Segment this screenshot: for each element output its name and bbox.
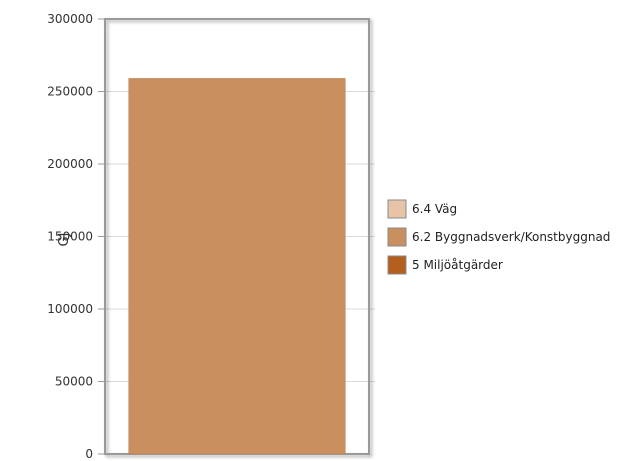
legend-label: 6.2 Byggnadsverk/Konstbyggnad — [412, 230, 610, 244]
legend-label: 5 Miljöåtgärder — [412, 258, 503, 272]
y-tick-label: 0 — [85, 447, 93, 461]
legend: 6.4 Väg 6.2 Byggnadsverk/Konstbyggnad 5 Mi… — [387, 199, 610, 275]
y-tick-label: 150000 — [47, 230, 93, 244]
y-tick-label: 100000 — [47, 302, 93, 316]
legend-label: 6.4 Väg — [412, 202, 457, 216]
y-axis-label: GJ — [57, 233, 72, 247]
legend-swatch — [387, 227, 407, 247]
bar-segment — [128, 78, 346, 455]
legend-swatch — [387, 199, 407, 219]
bars — [128, 78, 346, 455]
y-tick-label: 300000 — [47, 12, 93, 26]
y-tick-label: 250000 — [47, 85, 93, 99]
legend-swatch — [387, 255, 407, 275]
y-axis-ticks: 0 50000 100000 150000 200000 250000 300000 — [47, 12, 105, 461]
y-tick-label: 200000 — [47, 157, 93, 171]
y-tick-label: 50000 — [55, 375, 93, 389]
